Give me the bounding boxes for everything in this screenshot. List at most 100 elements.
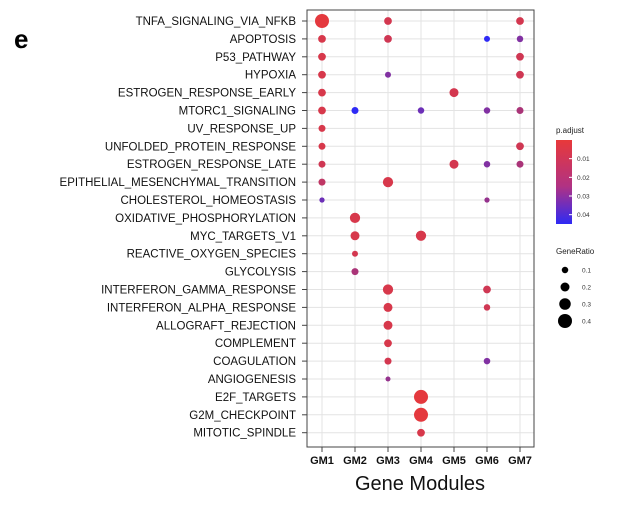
y-tick-label: MITOTIC_SPINDLE <box>193 428 296 440</box>
color-legend-tick-label: 0.01 <box>577 156 590 163</box>
data-point <box>417 428 425 437</box>
x-tick-label: GM5 <box>442 455 466 467</box>
data-point <box>318 52 326 61</box>
y-tick-label: CHOLESTEROL_HOMEOSTASIS <box>120 195 296 207</box>
x-tick-label: GM7 <box>508 455 532 467</box>
y-tick-label: APOPTOSIS <box>230 34 297 46</box>
points-layer <box>315 14 524 437</box>
data-point <box>483 304 491 311</box>
data-point <box>516 142 524 151</box>
data-point <box>483 107 491 114</box>
y-tick-label: MTORC1_SIGNALING <box>179 106 296 118</box>
data-point <box>384 35 392 43</box>
color-legend-tick-label: 0.03 <box>577 194 590 201</box>
data-point <box>516 70 524 79</box>
y-tick-label: MYC_TARGETS_V1 <box>190 231 296 243</box>
y-tick-label: P53_PATHWAY <box>215 52 296 64</box>
color-legend-tick-label: 0.02 <box>577 175 590 182</box>
y-tick-label: ESTROGEN_RESPONSE_LATE <box>127 159 296 171</box>
data-point <box>483 357 491 365</box>
color-legend: p.adjust 0.01 0.02 0.03 0.04 <box>556 126 590 224</box>
data-point <box>382 176 394 188</box>
data-point <box>318 106 326 115</box>
x-axis-title: Gene Modules <box>355 473 485 495</box>
y-tick-label: G2M_CHECKPOINT <box>189 410 296 422</box>
size-legend-dot <box>558 314 572 328</box>
data-point <box>414 389 428 404</box>
data-point <box>350 231 360 241</box>
size-legend-label: 0.4 <box>582 319 591 326</box>
color-legend-title: p.adjust <box>556 126 585 135</box>
data-point <box>318 124 326 132</box>
data-point <box>484 35 490 42</box>
size-legend-dot <box>561 266 569 274</box>
data-point <box>384 339 392 348</box>
data-point <box>382 284 394 295</box>
data-point <box>483 285 491 294</box>
data-point <box>319 197 325 203</box>
y-tick-label: INTERFERON_ALPHA_RESPONSE <box>107 302 296 314</box>
size-legend-label: 0.1 <box>582 268 591 275</box>
size-legend-dot <box>560 282 570 292</box>
panel-letter: e <box>14 24 29 54</box>
y-tick-label: EPITHELIAL_MESENCHYMAL_TRANSITION <box>60 177 296 189</box>
data-point <box>449 159 459 169</box>
data-point <box>449 88 459 98</box>
data-point <box>383 320 393 330</box>
size-legend-dot <box>559 298 571 310</box>
y-tick-label: E2F_TARGETS <box>215 392 296 404</box>
data-point <box>483 160 491 168</box>
y-axis-labels: TNFA_SIGNALING_VIA_NFKB APOPTOSIS P53_PATH… <box>60 16 307 440</box>
data-point <box>318 178 326 186</box>
y-tick-label: ALLOGRAFT_REJECTION <box>156 320 296 332</box>
y-tick-label: OXIDATIVE_PHOSPHORYLATION <box>115 213 296 225</box>
data-point <box>351 268 359 276</box>
data-point <box>415 230 427 241</box>
y-tick-label: UNFOLDED_PROTEIN_RESPONSE <box>105 141 296 153</box>
y-tick-label: UV_RESPONSE_UP <box>187 123 296 135</box>
data-point <box>516 52 524 61</box>
y-tick-label: TNFA_SIGNALING_VIA_NFKB <box>136 16 297 28</box>
size-legend-label: 0.3 <box>582 302 591 309</box>
y-tick-label: COMPLEMENT <box>215 338 296 350</box>
data-point <box>383 302 393 312</box>
data-point <box>318 35 326 43</box>
data-point <box>318 142 326 150</box>
data-point <box>349 212 361 224</box>
size-legend-title: GeneRatio <box>556 247 595 256</box>
y-tick-label: ESTROGEN_RESPONSE_EARLY <box>118 88 296 100</box>
data-point <box>384 17 392 25</box>
data-point <box>318 88 326 97</box>
data-point <box>315 14 329 28</box>
x-tick-label: GM2 <box>343 455 367 467</box>
data-point <box>351 107 359 114</box>
y-tick-label: HYPOXIA <box>245 70 296 82</box>
y-tick-label: GLYCOLYSIS <box>225 267 296 279</box>
data-point <box>516 160 524 168</box>
x-tick-label: GM4 <box>409 455 434 467</box>
data-point <box>516 35 524 43</box>
data-point <box>384 357 392 365</box>
data-point <box>318 160 326 168</box>
color-legend-tick-label: 0.04 <box>577 212 590 219</box>
data-point <box>484 197 490 203</box>
x-tick-label: GM3 <box>376 455 400 467</box>
y-tick-label: ANGIOGENESIS <box>208 374 297 386</box>
x-tick-label: GM1 <box>310 455 334 467</box>
size-legend-label: 0.2 <box>582 285 591 292</box>
data-point <box>318 70 326 79</box>
data-point <box>516 17 524 25</box>
data-point <box>417 107 425 114</box>
grid-layer <box>307 10 534 447</box>
data-point <box>516 107 524 114</box>
x-tick-label: GM6 <box>475 455 499 467</box>
x-axis-labels: GM1 GM2 GM3 GM4 GM5 GM6 GM7 <box>310 447 532 467</box>
y-tick-label: COAGULATION <box>213 356 296 368</box>
data-point <box>385 376 391 382</box>
data-point <box>352 250 358 257</box>
y-tick-label: REACTIVE_OXYGEN_SPECIES <box>127 249 297 261</box>
data-point <box>414 407 428 422</box>
y-tick-label: INTERFERON_GAMMA_RESPONSE <box>101 285 296 297</box>
size-legend: GeneRatio 0.1 0.2 0.3 0.4 <box>556 247 595 328</box>
